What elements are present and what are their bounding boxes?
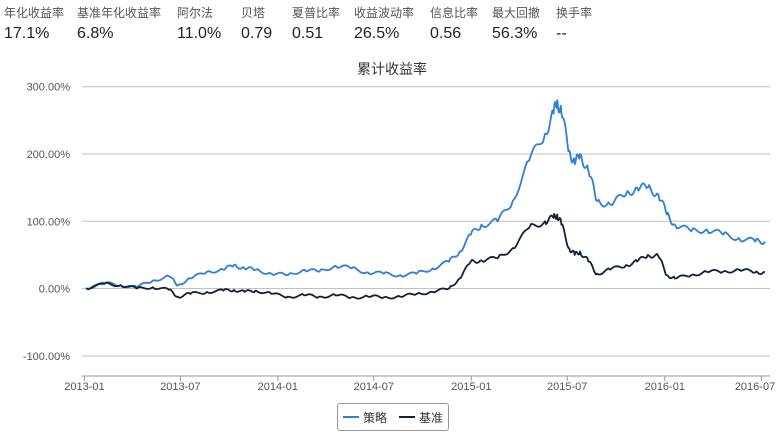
- metric-label: 收益波动率: [354, 6, 415, 20]
- legend: 策略 基准: [337, 403, 449, 431]
- metric-4: 夏普比率 0.51: [292, 6, 340, 44]
- metric-label: 阿尔法: [177, 6, 214, 20]
- metric-value: --: [556, 25, 567, 42]
- y-tick-label: 100.00%: [27, 216, 71, 228]
- legend-label-strategy: 策略: [362, 410, 387, 425]
- metric-7: 最大回撤 56.3%: [492, 6, 540, 44]
- metric-label: 换手率: [556, 6, 593, 20]
- metric-1: 基准年化收益率 6.8%: [77, 6, 161, 44]
- series-line-strategy: [85, 99, 766, 290]
- metric-value: 26.5%: [354, 25, 400, 42]
- metric-value: 0.51: [292, 25, 324, 42]
- x-tick-label: 2016-07: [735, 381, 775, 393]
- series-lines: [85, 99, 766, 300]
- metrics-bar: 年化收益率 17.1% 基准年化收益率 6.8% 阿尔法 11.0% 贝塔 0.79 夏普比率 0…: [0, 6, 784, 46]
- metric-label: 基准年化收益率: [77, 6, 162, 20]
- x-tick-label: 2015-07: [547, 381, 587, 393]
- x-tick-label: 2015-01: [451, 381, 491, 393]
- metric-label: 年化收益率: [4, 6, 65, 20]
- metric-value: 11.0%: [177, 25, 222, 42]
- series-line-benchmark: [85, 213, 766, 300]
- metric-label: 夏普比率: [292, 6, 341, 20]
- metric-8: 换手率 --: [556, 6, 592, 44]
- legend-label-benchmark: 基准: [419, 410, 444, 425]
- metric-label: 贝塔: [241, 6, 266, 20]
- y-axis: -100.00% 0.00% 100.00% 200.00% 300.00%: [23, 82, 70, 363]
- y-tick-label: -100.00%: [23, 351, 70, 363]
- y-tick-label: 300.00%: [27, 82, 71, 94]
- metric-value: 0.56: [430, 25, 462, 42]
- x-tick-label: 2014-07: [354, 381, 394, 393]
- metric-value: 17.1%: [4, 25, 50, 42]
- grid-lines: [82, 86, 770, 357]
- x-tick-label: 2016-01: [645, 381, 685, 393]
- metric-value: 6.8%: [77, 25, 114, 42]
- x-axis: 2013-01 2013-07 2014-01 2014-07 2015-01 2015-…: [64, 375, 775, 393]
- x-tick-label: 2013-07: [160, 381, 200, 393]
- legend-swatch-strategy: [342, 416, 359, 418]
- metric-0: 年化收益率 17.1%: [4, 6, 64, 44]
- x-tick-label: 2014-01: [258, 381, 298, 393]
- y-tick-label: 200.00%: [27, 149, 71, 161]
- chart-title: 累计收益率: [357, 61, 427, 77]
- metric-6: 信息比率 0.56: [430, 6, 478, 44]
- metric-value: 56.3%: [492, 25, 538, 42]
- cumulative-return-chart: 累计收益率 -100.00% 0.00% 100.00% 200.00% 300.00%…: [23, 61, 775, 393]
- x-tick-label: 2013-01: [64, 381, 104, 393]
- metric-2: 阿尔法 11.0%: [177, 6, 221, 44]
- legend-swatch-benchmark: [399, 416, 415, 418]
- metric-3: 贝塔 0.79: [241, 6, 272, 44]
- metric-label: 信息比率: [430, 6, 479, 20]
- legend-item-benchmark[interactable]: 基准: [399, 409, 443, 426]
- metric-5: 收益波动率 26.5%: [354, 6, 414, 44]
- legend-item-strategy[interactable]: 策略: [342, 409, 387, 426]
- y-tick-label: 0.00%: [39, 284, 70, 296]
- metric-label: 最大回撤: [492, 6, 541, 20]
- metric-value: 0.79: [241, 25, 273, 42]
